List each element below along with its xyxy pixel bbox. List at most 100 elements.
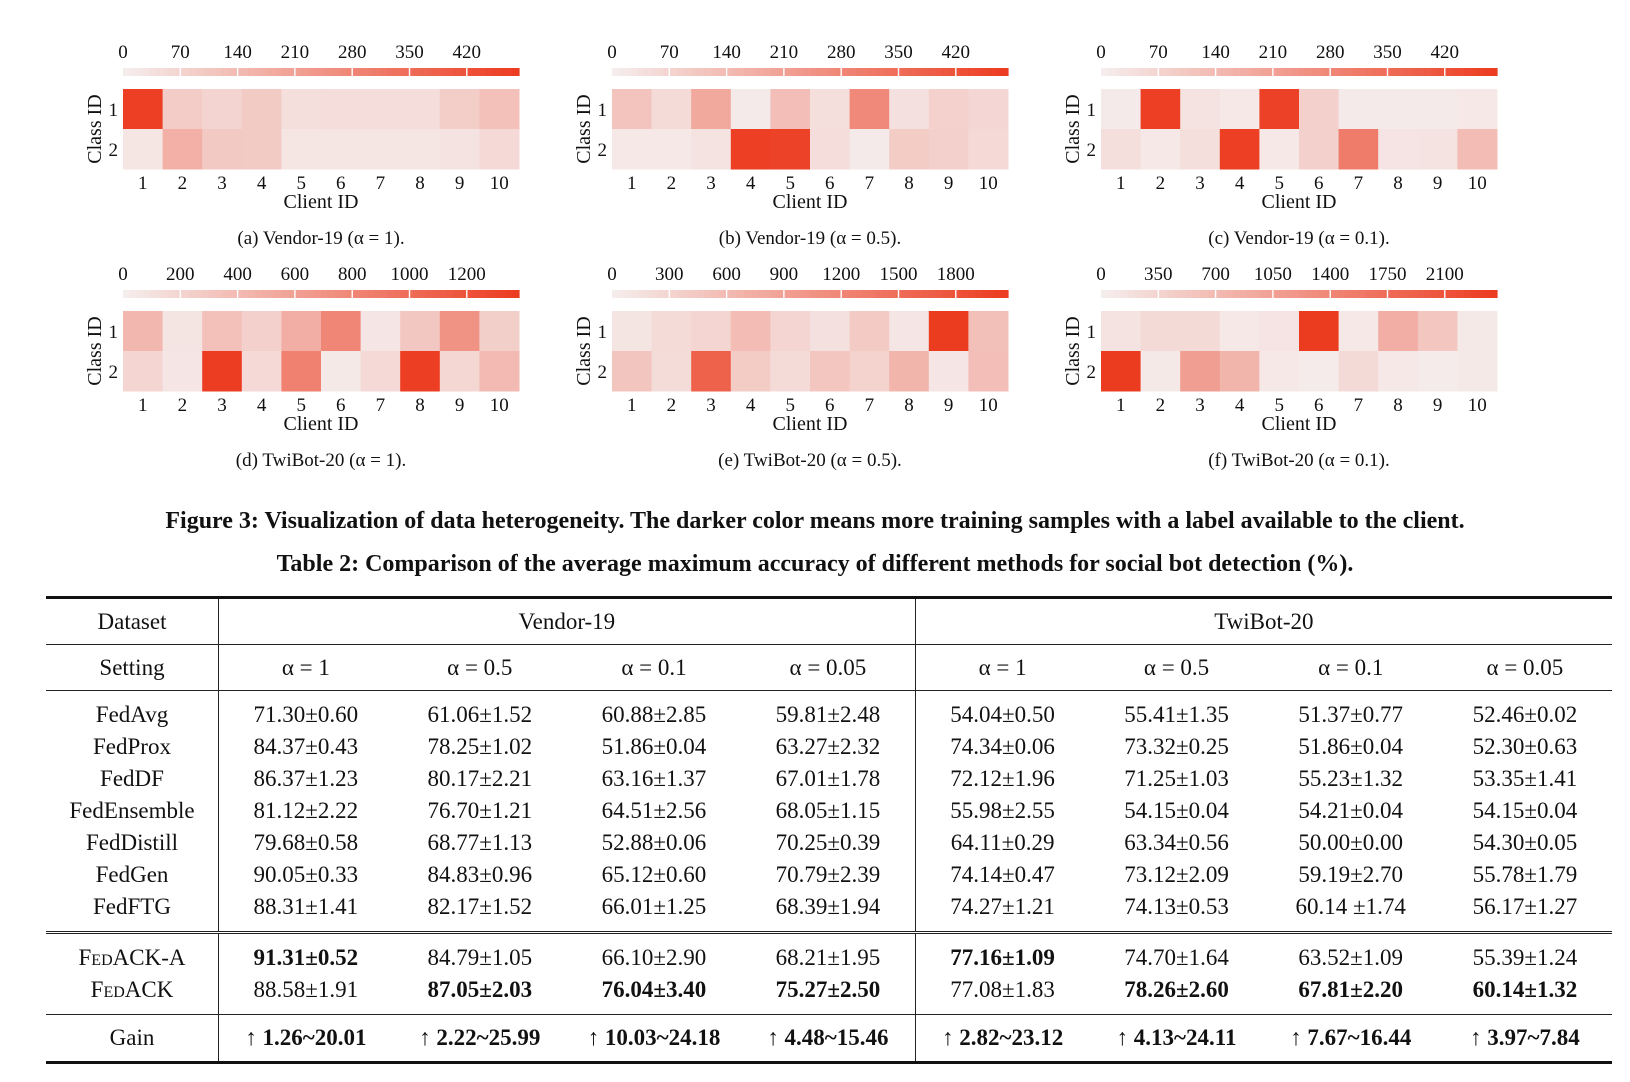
heatmap-cell [202,311,243,352]
accuracy-cell: 80.17±2.21 [427,766,533,791]
colorbar-segment [1299,290,1307,298]
colorbar-tick-label: 140 [1201,42,1230,63]
figure-caption: Figure 3: Visualization of data heteroge… [165,508,1465,534]
colorbar-segment [274,68,282,76]
table-row-baseline: FedProx 84.37±0.43 78.25±1.02 51.86±0.04 63.… [46,731,1612,763]
client-id-tick: 5 [1274,395,1284,416]
colorbar-segment [836,290,844,298]
heatmap-cell [241,89,282,130]
colorbar-segment [909,68,917,76]
accuracy-cell: 59.19±2.70 [1298,862,1404,887]
colorbar-segment [136,68,144,76]
colorbar-segment [1272,68,1280,76]
heatmap-cell [928,351,969,392]
heatmap-cell [123,351,164,392]
heatmap-cell [889,351,930,392]
client-id-tick: 1 [138,173,148,194]
client-id-tick: 8 [415,395,425,416]
colorbar-segment [1246,68,1254,76]
colorbar-segment [169,290,177,298]
client-id-axis-label: Client ID [1262,413,1337,435]
colorbar-segment [1318,290,1326,298]
accuracy-cell: 51.37±0.77 [1263,690,1438,731]
heatmap-cell [1417,351,1458,392]
colorbar-segment [730,290,738,298]
colorbar-tick-label: 420 [942,42,971,63]
colorbar-segment [301,68,309,76]
colorbar-segment [1490,68,1498,76]
heatmap-cell [400,311,441,352]
colorbar-segment [235,68,243,76]
table-row-ours: FedACK-A 91.31±0.52 84.79±1.05 66.10±2.90 68… [46,931,1612,974]
heatmap-cell [1378,89,1419,130]
heatmap-cell [1417,89,1458,130]
class-id-tick: 2 [109,362,119,383]
colorbar-segment [895,68,903,76]
colorbar-segment [843,68,851,76]
colorbar-segment [459,68,467,76]
colorbar-segment [717,290,725,298]
heatmap-cell [439,129,480,170]
colorbar-segment [307,68,315,76]
accuracy-cell: 63.16±1.37 [601,766,707,791]
heatmap-cell [928,129,969,170]
colorbar-segment [129,290,137,298]
colorbar-segment [1153,68,1161,76]
colorbar-segment [1457,68,1465,76]
colorbar-segment [288,290,296,298]
colorbar-segment [307,290,315,298]
heatmap-cell [770,89,811,130]
colorbar-segment [1107,290,1115,298]
colorbar-tick-label: 210 [281,42,310,63]
accuracy-cell: 63.52±1.09 [1263,931,1438,974]
colorbar-segment [1114,290,1122,298]
accuracy-cell: 59.81±2.48 [741,690,916,731]
colorbar-segment [1404,290,1412,298]
colorbar-segment [1001,68,1009,76]
colorbar-segment [1292,290,1300,298]
client-id-tick: 9 [1433,395,1443,416]
heatmap-cell [1101,89,1142,130]
accuracy-cell: 71.30±0.60 [218,690,393,731]
table-row-ours: FedACK 88.58±1.91 87.05±2.03 76.04±3.40 75.2… [46,974,1612,1015]
method-name-cell: FedDistill [46,827,219,859]
colorbar-tick-label: 1200 [448,264,486,285]
accuracy-cell: 84.83±0.96 [427,862,533,887]
colorbar-segment [268,68,276,76]
colorbar-tick-label: 700 [1201,264,1230,285]
colorbar-segment [816,68,824,76]
colorbar-tick-label: 600 [281,264,310,285]
colorbar-tick-label: 0 [1096,264,1106,285]
colorbar-segment [228,290,236,298]
colorbar-segment [492,68,500,76]
heatmap-cell [968,89,1009,130]
client-id-tick: 6 [336,395,346,416]
heatmap-cell [691,129,732,170]
colorbar-segment [1134,290,1142,298]
colorbar-segment [1120,68,1128,76]
colorbar-segment [704,68,712,76]
accuracy-cell: ↑ 2.82~23.12 [915,1014,1090,1064]
vendor-19-header-cell: Vendor-19 [218,596,916,645]
colorbar-tick-label: 420 [1431,42,1460,63]
colorbar-segment [387,68,395,76]
colorbar-segment [1252,290,1260,298]
colorbar-segment [994,290,1002,298]
colorbar-segment [1279,68,1287,76]
heatmap-cell [968,351,1009,392]
colorbar-segment [744,290,752,298]
heatmap-cell [360,129,401,170]
colorbar-segment [796,290,804,298]
heatmap-cell [1457,311,1498,352]
colorbar-segment [631,68,639,76]
client-id-tick: 3 [1195,173,1205,194]
colorbar-segment [796,68,804,76]
colorbar-segment [988,68,996,76]
accuracy-cell: 75.27±2.50 [741,974,916,1015]
colorbar-segment [255,68,263,76]
heatmap-cell [1101,351,1142,392]
accuracy-cell: ↑ 4.13~24.11 [1089,1014,1264,1064]
client-id-tick: 9 [455,395,465,416]
colorbar-segment [975,68,983,76]
